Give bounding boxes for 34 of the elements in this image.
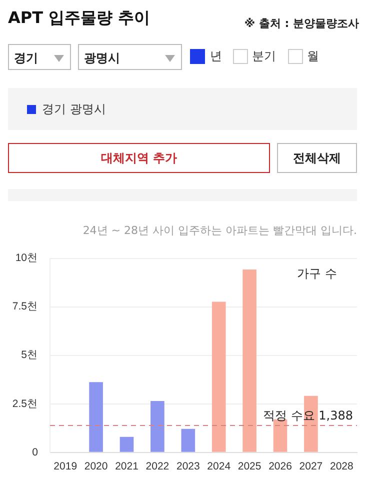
x-tick-label: 2027: [299, 460, 323, 473]
ref-line-label: 적정 수요 1,388: [263, 408, 353, 423]
x-tick-label: 2028: [330, 460, 354, 473]
bar: [89, 382, 103, 452]
bar: [212, 302, 226, 452]
text: 전체삭제: [277, 143, 357, 173]
text: 분기: [252, 48, 276, 65]
x-tick-label: 2026: [268, 460, 292, 473]
bar: [150, 400, 164, 452]
y-tick-label: 5천: [21, 349, 38, 362]
text: ※ 출처 : 분양물량조사: [244, 16, 359, 31]
x-tick-label: 2021: [115, 460, 139, 473]
y-tick-label: 0: [32, 446, 38, 458]
x-tick-label: 2024: [207, 460, 231, 473]
text: 월: [307, 48, 319, 65]
y-tick-label: 2.5천: [12, 398, 38, 410]
x-tick-label: 2023: [176, 460, 200, 473]
text: 경기: [14, 51, 38, 65]
text: 년: [210, 48, 222, 65]
x-tick-label: 2025: [238, 460, 262, 473]
x-tick-label: 2019: [54, 460, 78, 473]
text: 광명시: [84, 51, 120, 65]
bar: [120, 436, 134, 452]
y-tick-label: 7.5천: [12, 300, 38, 313]
chart-title: APT 입주물량 추이: [8, 8, 150, 29]
chart-subtitle: 24년 ~ 28년 사이 입주하는 아파트는 빨간막대 입니다.: [82, 223, 357, 238]
text: 경기 광명시: [42, 101, 106, 118]
x-tick-label: 2022: [146, 460, 170, 473]
bar: [181, 428, 196, 452]
annotation: 가구 수: [297, 266, 337, 280]
text: 대체지역 추가: [8, 143, 270, 173]
x-tick-label: 2020: [84, 460, 108, 473]
y-tick-label: 10천: [15, 252, 38, 264]
bar: [242, 270, 256, 452]
